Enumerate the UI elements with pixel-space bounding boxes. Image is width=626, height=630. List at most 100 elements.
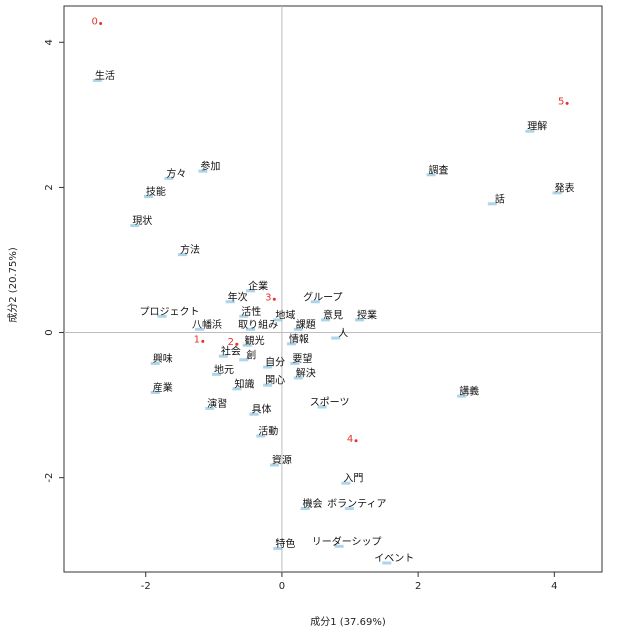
x-tick-label: 0 [279, 581, 285, 592]
word-label: 具体 [251, 404, 271, 416]
word-point [273, 318, 283, 322]
document-point [565, 101, 569, 105]
document-label: 2 [228, 337, 234, 348]
word-label: 意見 [323, 308, 343, 321]
word-point [143, 195, 153, 199]
word-point [150, 390, 160, 394]
word-point [355, 318, 365, 322]
word-label: 方法 [180, 243, 200, 256]
word-point [205, 406, 215, 410]
word-label: 企業 [248, 279, 268, 292]
word-point [239, 358, 249, 362]
document-label: 0 [91, 17, 97, 28]
y-tick-label: -2 [44, 473, 55, 483]
word-label: 活動 [258, 425, 278, 438]
word-label: 活性 [241, 305, 261, 318]
word-point [426, 173, 436, 177]
document-point [235, 342, 239, 346]
plot-frame [63, 5, 603, 573]
word-point [334, 544, 344, 548]
x-axis-title: 成分1 (37.69%) [310, 616, 386, 628]
word-point [218, 354, 228, 358]
word-label: 現状 [132, 214, 152, 227]
document-label: 5 [558, 96, 564, 107]
word-point [232, 387, 242, 391]
y-tick-label: 0 [44, 329, 55, 335]
word-point [290, 361, 300, 365]
word-label: 話 [495, 192, 505, 205]
word-point [92, 78, 102, 82]
word-label: 興味 [153, 353, 173, 365]
word-label: 八幡浜 [192, 318, 222, 331]
word-point [317, 405, 327, 409]
word-label: 方々 [166, 167, 186, 180]
word-point [195, 327, 205, 331]
document-point [201, 339, 205, 343]
document-label: 1 [194, 334, 200, 345]
word-label: 入門 [343, 473, 363, 485]
word-label: 観光 [245, 334, 265, 347]
word-point [552, 191, 562, 195]
document-point [99, 22, 103, 26]
word-label: 取り組み [238, 318, 278, 331]
word-label: スポーツ [310, 396, 350, 408]
word-point [130, 224, 140, 228]
document-label: 3 [265, 292, 271, 303]
y-axis-title: 成分2 (20.75%) [7, 247, 19, 323]
word-point [263, 383, 273, 387]
word-label: 課題 [296, 318, 316, 331]
word-label: 資源 [272, 454, 292, 467]
word-label: 調査 [429, 163, 449, 176]
word-label: 授業 [357, 308, 377, 321]
y-tick-label: 4 [44, 39, 55, 45]
word-label: 自分 [265, 356, 285, 369]
word-label: 産業 [153, 381, 173, 394]
word-point [150, 361, 160, 365]
word-point [249, 412, 259, 416]
word-label: 年次 [228, 290, 248, 303]
word-point [246, 289, 256, 293]
word-label: 特色 [275, 537, 295, 550]
word-point [242, 343, 252, 347]
document-point [272, 297, 276, 301]
word-label: ボランティア [327, 498, 386, 510]
axis-ticks: -2 0 2 4 -2 0 2 4 [44, 39, 558, 592]
word-point [310, 300, 320, 304]
word-label: 地域 [275, 308, 295, 321]
word-point [225, 300, 235, 304]
word-label: グループ [303, 290, 342, 303]
reference-lines [64, 6, 602, 572]
word-point [286, 342, 296, 346]
x-tick-label: 2 [415, 581, 421, 592]
word-point [300, 507, 310, 511]
word-label: イベント [374, 552, 414, 564]
word-point [212, 372, 222, 376]
word-label: 関心 [265, 375, 285, 387]
word-label: 知識 [234, 377, 254, 390]
word-label: 生活 [95, 69, 115, 82]
word-label: 発表 [555, 181, 575, 194]
word-point [293, 327, 303, 331]
document-point [354, 439, 358, 443]
word-label: 理解 [527, 120, 547, 133]
word-point [525, 129, 535, 133]
word-point [293, 376, 303, 380]
word-point [177, 253, 187, 257]
word-label: 演習 [207, 397, 227, 410]
word-point [382, 561, 392, 565]
word-point [269, 463, 279, 467]
word-label: 要望 [292, 352, 312, 365]
word-point [246, 327, 256, 331]
word-label: プロジェクト [140, 306, 200, 318]
x-tick-label: 4 [551, 581, 557, 592]
word-point [344, 507, 354, 511]
word-label: リーダーシップ [312, 535, 382, 548]
y-tick-label: 2 [44, 184, 55, 190]
word-point [331, 336, 341, 340]
word-label: 参加 [200, 160, 220, 173]
word-label: 技能 [146, 185, 166, 198]
word-point [239, 314, 249, 318]
word-label: 社会 [221, 345, 241, 358]
word-label: 機会 [303, 497, 323, 510]
